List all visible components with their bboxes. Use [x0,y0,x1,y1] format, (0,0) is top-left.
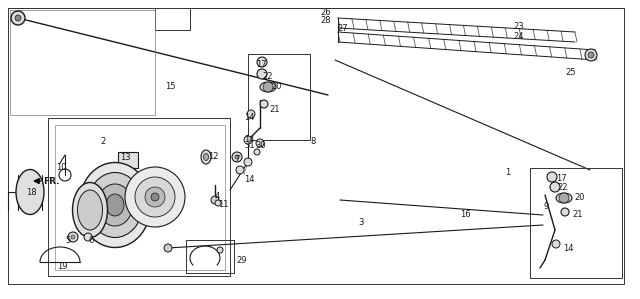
Text: 17: 17 [256,60,267,69]
Text: 15: 15 [165,82,175,91]
Circle shape [257,57,267,67]
Circle shape [145,187,165,207]
Ellipse shape [77,190,102,230]
Circle shape [236,166,244,174]
Text: 4: 4 [215,192,220,201]
Ellipse shape [204,153,209,161]
Circle shape [84,233,92,241]
Bar [10,10,155,115]
Text: 30: 30 [255,141,266,150]
Circle shape [211,196,219,204]
Circle shape [244,136,252,144]
Circle shape [552,240,560,248]
Text: 5: 5 [65,236,70,245]
Circle shape [135,177,175,217]
Text: 9: 9 [543,202,548,211]
Text: 11: 11 [218,200,228,209]
Text: 14: 14 [563,244,573,253]
Text: 14: 14 [244,135,255,144]
Circle shape [550,182,560,192]
Text: 7: 7 [234,155,239,164]
Text: 17: 17 [556,174,566,183]
Circle shape [260,100,268,108]
Circle shape [11,11,25,25]
Circle shape [561,208,569,216]
Ellipse shape [201,150,211,164]
Text: 23: 23 [513,22,524,31]
Bar [48,118,230,276]
Text: 12: 12 [208,152,218,161]
Text: 28: 28 [320,16,331,25]
Ellipse shape [88,173,143,237]
Circle shape [15,15,21,21]
Circle shape [256,139,264,147]
Circle shape [164,244,172,252]
Ellipse shape [79,162,151,248]
Bar [118,152,138,168]
Circle shape [235,155,239,159]
Circle shape [547,172,557,182]
Text: FR.: FR. [43,177,60,186]
Circle shape [125,167,185,227]
Text: 24: 24 [513,32,524,41]
Text: 22: 22 [262,72,273,81]
Bar [186,240,234,273]
Text: 26: 26 [320,8,331,17]
Ellipse shape [72,182,108,237]
Circle shape [263,82,273,92]
Text: 20: 20 [574,193,584,202]
Circle shape [257,69,267,79]
Text: 16: 16 [460,210,470,219]
Bar [530,168,622,278]
Text: 6: 6 [88,236,93,245]
Circle shape [217,247,223,253]
Circle shape [151,193,159,201]
Text: 31: 31 [244,141,255,150]
Text: 22: 22 [557,183,568,192]
Bar [55,125,225,270]
Text: 21: 21 [269,105,280,114]
Text: 21: 21 [572,210,582,219]
Text: 20: 20 [271,82,282,91]
Text: 1: 1 [505,168,510,177]
Circle shape [247,110,255,118]
Ellipse shape [16,170,44,214]
Text: 8: 8 [310,137,316,146]
Circle shape [244,158,252,166]
Text: 2: 2 [100,137,105,146]
Circle shape [254,149,260,155]
Circle shape [68,232,78,242]
Ellipse shape [260,82,276,92]
Text: 14: 14 [244,175,255,184]
Text: 18: 18 [26,188,36,197]
Circle shape [232,152,242,162]
Circle shape [585,49,597,61]
Bar [248,54,310,140]
Text: 27: 27 [337,24,348,33]
Text: 25: 25 [565,68,575,77]
Circle shape [559,193,569,203]
Text: 3: 3 [358,218,364,227]
Circle shape [215,200,221,206]
Ellipse shape [97,184,132,226]
Text: 10: 10 [56,163,67,172]
Text: 13: 13 [120,153,131,162]
Text: 19: 19 [57,262,67,271]
Circle shape [588,52,594,58]
Ellipse shape [106,194,124,216]
Text: 14: 14 [244,113,255,122]
Text: 29: 29 [236,256,246,265]
Ellipse shape [556,193,572,203]
Circle shape [71,235,75,239]
